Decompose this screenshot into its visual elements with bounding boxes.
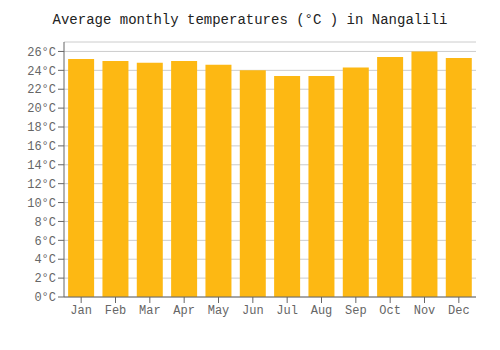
svg-text:26°C: 26°C	[27, 46, 56, 60]
svg-text:2°C: 2°C	[34, 272, 56, 286]
svg-text:Mar: Mar	[139, 304, 161, 318]
svg-text:16°C: 16°C	[27, 140, 56, 154]
svg-text:12°C: 12°C	[27, 178, 56, 192]
svg-text:8°C: 8°C	[34, 216, 56, 230]
svg-text:Apr: Apr	[173, 304, 195, 318]
svg-text:20°C: 20°C	[27, 102, 56, 116]
svg-text:Jul: Jul	[276, 304, 298, 318]
svg-text:Sep: Sep	[345, 304, 367, 318]
svg-text:4°C: 4°C	[34, 253, 56, 267]
html-text:Average monthly temperatures (: Average monthly temperatures (°C ) in Na…	[52, 12, 448, 28]
svg-text:0°C: 0°C	[34, 291, 56, 305]
svg-text:Oct: Oct	[379, 304, 401, 318]
svg-text:18°C: 18°C	[27, 121, 56, 135]
svg-text:Aug: Aug	[311, 304, 333, 318]
svg-text:Feb: Feb	[105, 304, 127, 318]
svg-text:Dec: Dec	[448, 304, 470, 318]
svg-text:6°C: 6°C	[34, 235, 56, 249]
svg-text:Nov: Nov	[414, 304, 436, 318]
svg-text:14°C: 14°C	[27, 159, 56, 173]
svg-text:24°C: 24°C	[27, 65, 56, 79]
svg-text:Jun: Jun	[242, 304, 264, 318]
svg-text:Jan: Jan	[70, 304, 92, 318]
svg-text:10°C: 10°C	[27, 197, 56, 211]
svg-text:May: May	[208, 304, 230, 318]
svg-text:22°C: 22°C	[27, 83, 56, 97]
